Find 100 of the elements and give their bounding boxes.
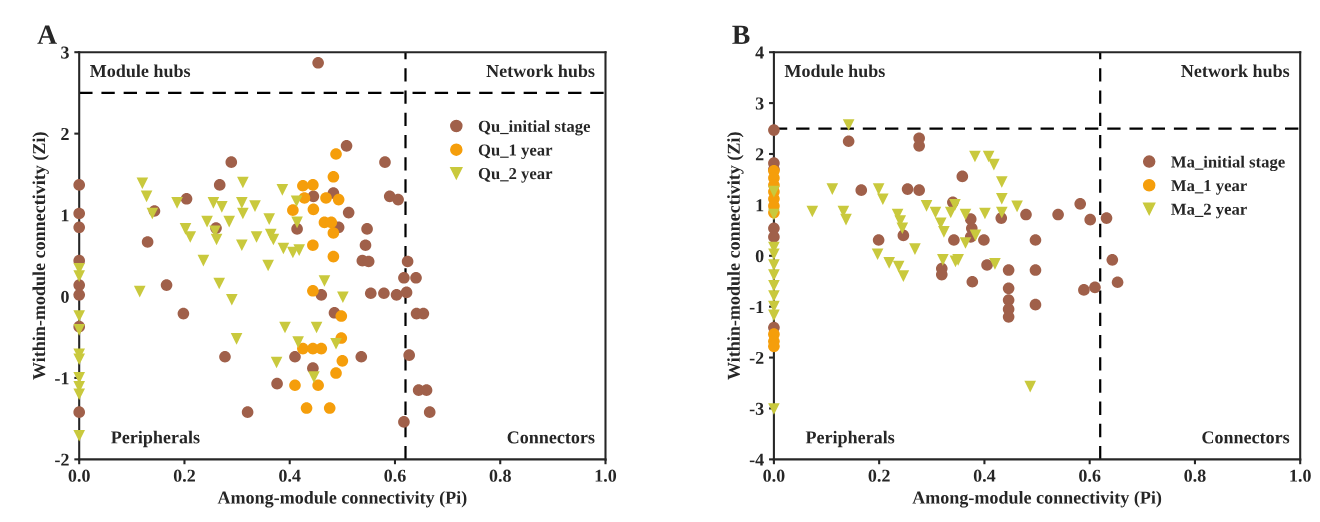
point bbox=[277, 242, 290, 255]
point bbox=[310, 321, 323, 334]
x-tick-label: 0.6 bbox=[384, 469, 406, 482]
point bbox=[267, 233, 280, 246]
annotation: Module hubs bbox=[90, 64, 191, 78]
point bbox=[290, 195, 303, 208]
x-tick-label: 0.6 bbox=[1079, 469, 1101, 482]
point bbox=[73, 353, 86, 366]
point bbox=[410, 271, 422, 284]
point bbox=[981, 259, 993, 271]
x-tick-label: 0.8 bbox=[1184, 469, 1206, 482]
point bbox=[225, 156, 238, 168]
point bbox=[230, 333, 243, 345]
point bbox=[73, 388, 86, 401]
point bbox=[959, 237, 972, 249]
point bbox=[1074, 198, 1087, 210]
point bbox=[73, 289, 86, 301]
point bbox=[768, 248, 780, 261]
point bbox=[141, 236, 154, 248]
point bbox=[262, 259, 274, 272]
annotation: Peripherals bbox=[111, 430, 200, 448]
point bbox=[177, 307, 190, 320]
point bbox=[73, 207, 86, 220]
point bbox=[287, 204, 299, 216]
point bbox=[308, 371, 320, 383]
point bbox=[330, 148, 342, 160]
point bbox=[207, 197, 220, 209]
legend-label: Qu_initial stage bbox=[478, 120, 591, 136]
point bbox=[73, 179, 86, 191]
point bbox=[226, 293, 238, 306]
point bbox=[988, 158, 1000, 171]
point bbox=[1024, 380, 1037, 393]
point bbox=[1106, 254, 1119, 266]
point bbox=[359, 239, 372, 251]
point bbox=[959, 208, 972, 221]
point bbox=[401, 255, 414, 268]
x-axis-title: Among-module connectivity (Pi) bbox=[912, 491, 1162, 508]
point bbox=[872, 183, 885, 195]
point bbox=[249, 200, 261, 212]
y-tick-label: 1 bbox=[756, 199, 764, 212]
point bbox=[312, 56, 324, 69]
x-tick-label: 1.0 bbox=[595, 469, 617, 482]
point bbox=[73, 324, 86, 336]
point bbox=[1111, 276, 1124, 289]
point bbox=[1052, 208, 1064, 221]
point bbox=[423, 406, 436, 418]
legend-label: Qu_2 year bbox=[478, 168, 553, 183]
annotation: Module hubs bbox=[784, 64, 885, 78]
point bbox=[901, 183, 914, 195]
point bbox=[250, 231, 263, 243]
point bbox=[909, 243, 921, 255]
point bbox=[978, 234, 990, 246]
point bbox=[938, 226, 950, 238]
point bbox=[236, 197, 248, 209]
point bbox=[768, 124, 780, 136]
annotation: Network hubs bbox=[486, 64, 595, 78]
point bbox=[241, 406, 254, 418]
point bbox=[223, 215, 235, 228]
point bbox=[276, 184, 289, 196]
point bbox=[883, 257, 895, 269]
point bbox=[956, 170, 969, 183]
point bbox=[330, 337, 342, 350]
y-tick-label: 3 bbox=[755, 97, 764, 110]
point bbox=[826, 183, 839, 195]
chart-title: B bbox=[732, 25, 750, 44]
y-tick-label: -4 bbox=[749, 453, 764, 466]
point bbox=[364, 287, 377, 300]
y-tick-label: 3 bbox=[61, 46, 69, 59]
point bbox=[378, 287, 390, 300]
point bbox=[213, 277, 225, 290]
point bbox=[969, 229, 982, 242]
point bbox=[989, 258, 1001, 270]
point bbox=[392, 193, 404, 206]
point bbox=[871, 248, 884, 261]
point bbox=[73, 221, 86, 234]
x-tick-label: 0.0 bbox=[763, 469, 785, 482]
point bbox=[336, 355, 349, 367]
point bbox=[307, 203, 320, 216]
point bbox=[327, 250, 340, 263]
point bbox=[332, 193, 345, 206]
point bbox=[1020, 208, 1032, 221]
point bbox=[318, 275, 331, 287]
point bbox=[179, 223, 192, 235]
point bbox=[289, 350, 301, 363]
point bbox=[236, 239, 248, 251]
x-tick-label: 0.0 bbox=[68, 469, 90, 482]
point bbox=[307, 284, 319, 297]
point bbox=[966, 275, 979, 288]
x-axis-title: Among-module connectivity (Pi) bbox=[217, 491, 467, 508]
y-tick-label: -2 bbox=[55, 453, 69, 466]
point bbox=[995, 206, 1008, 219]
point bbox=[995, 176, 1008, 188]
y-tick-label: 0 bbox=[61, 290, 69, 303]
point bbox=[877, 193, 889, 206]
point bbox=[1002, 282, 1015, 295]
point bbox=[768, 290, 780, 302]
point bbox=[73, 429, 86, 442]
point bbox=[307, 179, 319, 191]
point bbox=[160, 279, 173, 291]
y-tick-label: -1 bbox=[749, 301, 764, 313]
